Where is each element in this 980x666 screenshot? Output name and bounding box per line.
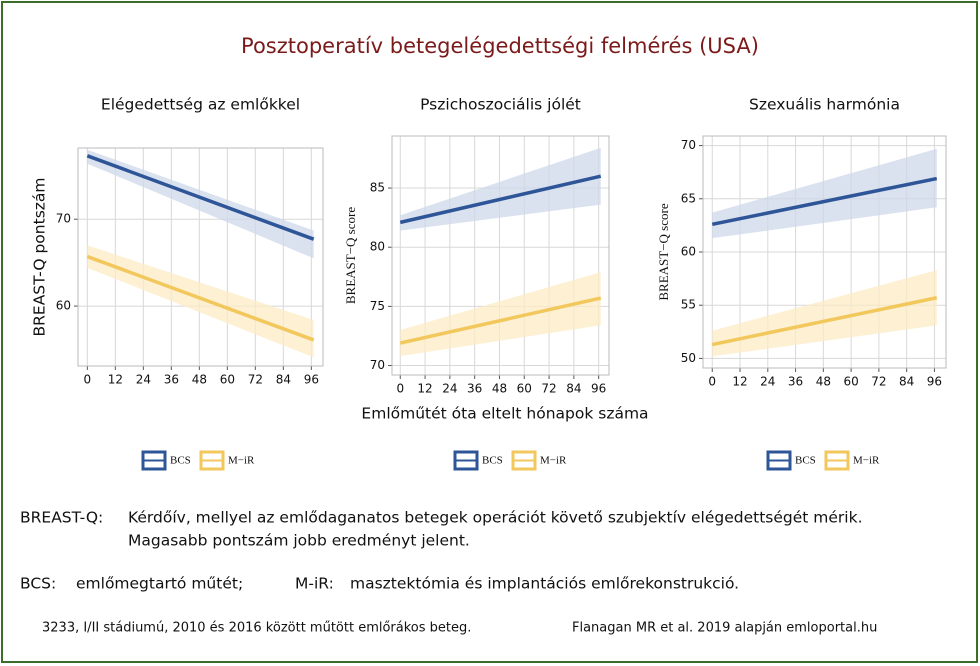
footer-text: 3233, I/II stádiumú, 2010 és 2016 között… [42, 621, 471, 636]
x-tick-label: 36 [164, 373, 179, 387]
x-tick-label: 12 [732, 375, 747, 389]
x-tick-label: 84 [276, 373, 291, 387]
legend-label: BCS [170, 455, 191, 467]
x-tick-label: 48 [816, 375, 831, 389]
x-tick-label: 60 [220, 373, 235, 387]
x-tick-label: 0 [396, 382, 404, 396]
note-label: BREAST-Q: [20, 509, 103, 527]
x-tick-label: 72 [541, 382, 556, 396]
y-axis-label: BREAST-Q pontszám [31, 177, 49, 336]
x-tick-label: 12 [108, 373, 123, 387]
y-tick-label: 65 [681, 191, 696, 205]
note-text: masztektómia és implantációs emlőrekonst… [350, 575, 739, 593]
confidence-band [87, 245, 314, 358]
x-tick-label: 48 [492, 382, 507, 396]
y-tick-label: 75 [370, 299, 385, 313]
legend-label: M−iR [853, 455, 880, 467]
note-label: BCS: [20, 575, 56, 593]
y-tick-label: 85 [370, 181, 385, 195]
y-tick-label: 60 [56, 299, 71, 313]
y-tick-label: 70 [681, 138, 696, 152]
y-tick-label: 55 [681, 298, 696, 312]
x-axis-label: Emlőműtét óta eltelt hónapok száma [361, 405, 648, 423]
x-tick-label: 24 [442, 382, 457, 396]
x-tick-label: 72 [248, 373, 263, 387]
chart-title: Szexuális harmónia [749, 96, 900, 114]
note-text: emlőmegtartó műtét; [76, 575, 243, 593]
chart-title: Pszichoszociális jólét [420, 96, 581, 114]
y-tick-label: 70 [370, 358, 385, 372]
x-tick-label: 60 [517, 382, 532, 396]
x-tick-label: 36 [788, 375, 803, 389]
plot-border [702, 135, 947, 369]
x-tick-label: 48 [192, 373, 207, 387]
x-tick-label: 84 [566, 382, 581, 396]
x-tick-label: 84 [899, 375, 914, 389]
x-tick-label: 60 [843, 375, 858, 389]
legend-label: M−iR [540, 455, 567, 467]
note-text: Magasabb pontszám jobb eredményt jelent. [128, 532, 470, 550]
line [399, 296, 602, 345]
x-tick-label: 12 [417, 382, 432, 396]
x-tick-label: 0 [84, 373, 92, 387]
plot-border [391, 135, 610, 376]
y-axis-label: BREAST−Q score [656, 203, 671, 300]
line [86, 254, 315, 342]
y-tick-label: 80 [370, 240, 385, 254]
line [86, 154, 315, 241]
legend-label: M−iR [228, 455, 255, 467]
x-tick-label: 96 [927, 375, 942, 389]
y-tick-label: 70 [56, 212, 71, 226]
line [711, 296, 938, 347]
footer-text: Flanagan MR et al. 2019 alapján emloport… [572, 621, 877, 636]
main-title: Posztoperatív betegelégedettségi felméré… [241, 34, 759, 58]
x-tick-label: 96 [304, 373, 319, 387]
x-tick-label: 36 [467, 382, 482, 396]
legend-label: BCS [795, 455, 816, 467]
x-tick-label: 0 [708, 375, 716, 389]
x-tick-label: 24 [136, 373, 151, 387]
y-tick-label: 50 [681, 351, 696, 365]
x-tick-label: 96 [591, 382, 606, 396]
confidence-band [400, 272, 601, 357]
note-text: Kérdőív, mellyel az emlődaganatos betege… [128, 509, 863, 527]
note-label: M-iR: [295, 575, 334, 593]
y-tick-label: 60 [681, 245, 696, 259]
confidence-band [712, 148, 937, 239]
x-tick-label: 24 [760, 375, 775, 389]
plot-border [77, 147, 324, 367]
line [711, 176, 938, 227]
y-axis-label: BREAST−Q score [343, 207, 358, 304]
x-tick-label: 72 [871, 375, 886, 389]
line [399, 174, 602, 225]
confidence-band [712, 270, 937, 357]
legend-label: BCS [482, 455, 503, 467]
chart-title: Elégedettség az emlőkkel [101, 96, 300, 114]
